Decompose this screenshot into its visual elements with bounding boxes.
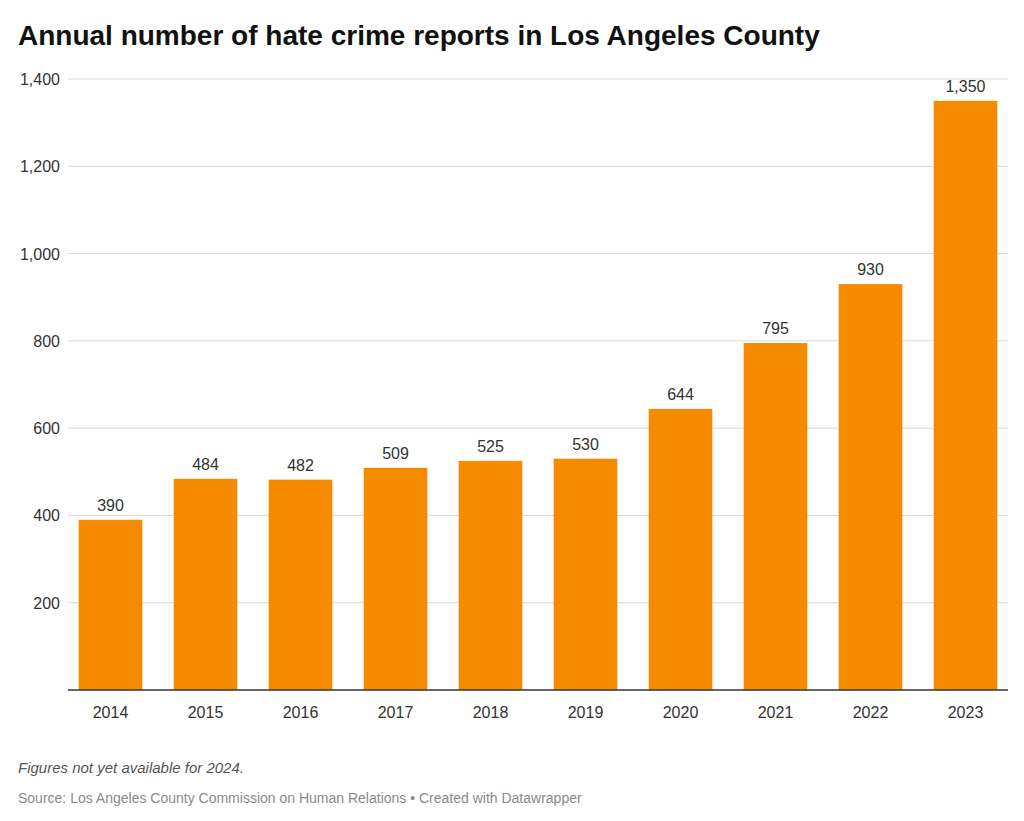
- bar: [269, 480, 333, 690]
- chart-container: Annual number of hate crime reports in L…: [0, 0, 1024, 821]
- source: Source: Los Angeles County Commission on…: [18, 790, 582, 806]
- x-tick-label: 2014: [93, 704, 129, 721]
- data-label: 530: [572, 436, 599, 453]
- y-tick-label: 1,400: [20, 71, 60, 88]
- data-label: 795: [762, 320, 789, 337]
- footnote: Figures not yet available for 2024.: [18, 759, 244, 776]
- bar: [459, 461, 523, 690]
- data-label: 482: [287, 457, 314, 474]
- x-tick-label: 2019: [568, 704, 604, 721]
- bar: [744, 343, 808, 690]
- y-tick-label: 1,200: [20, 158, 60, 175]
- y-tick-label: 200: [33, 595, 60, 612]
- grid-line: [68, 253, 1008, 254]
- data-label: 1,350: [945, 78, 985, 95]
- bar: [649, 409, 713, 690]
- data-label: 509: [382, 445, 409, 462]
- y-tick-label: 1,000: [20, 246, 60, 263]
- y-tick-label: 400: [33, 507, 60, 524]
- bar: [839, 284, 903, 690]
- x-tick-label: 2017: [378, 704, 414, 721]
- bar: [934, 101, 998, 690]
- chart-svg: Annual number of hate crime reports in L…: [0, 0, 1024, 821]
- grid-line: [68, 79, 1008, 80]
- x-tick-label: 2016: [283, 704, 319, 721]
- bar: [174, 479, 238, 690]
- x-tick-label: 2022: [853, 704, 889, 721]
- x-axis-line: [68, 689, 1008, 691]
- data-label: 930: [857, 261, 884, 278]
- x-tick-label: 2020: [663, 704, 699, 721]
- grid-line: [68, 166, 1008, 167]
- x-tick-label: 2023: [948, 704, 984, 721]
- bar: [554, 459, 618, 690]
- bars: [79, 101, 998, 690]
- data-label: 525: [477, 438, 504, 455]
- y-tick-label: 800: [33, 333, 60, 350]
- bar: [364, 468, 428, 690]
- data-label: 644: [667, 386, 694, 403]
- x-tick-label: 2018: [473, 704, 509, 721]
- x-tick-label: 2015: [188, 704, 224, 721]
- data-label: 484: [192, 456, 219, 473]
- y-tick-label: 600: [33, 420, 60, 437]
- chart-title: Annual number of hate crime reports in L…: [18, 20, 820, 51]
- bar: [79, 520, 143, 690]
- x-tick-label: 2021: [758, 704, 794, 721]
- data-label: 390: [97, 497, 124, 514]
